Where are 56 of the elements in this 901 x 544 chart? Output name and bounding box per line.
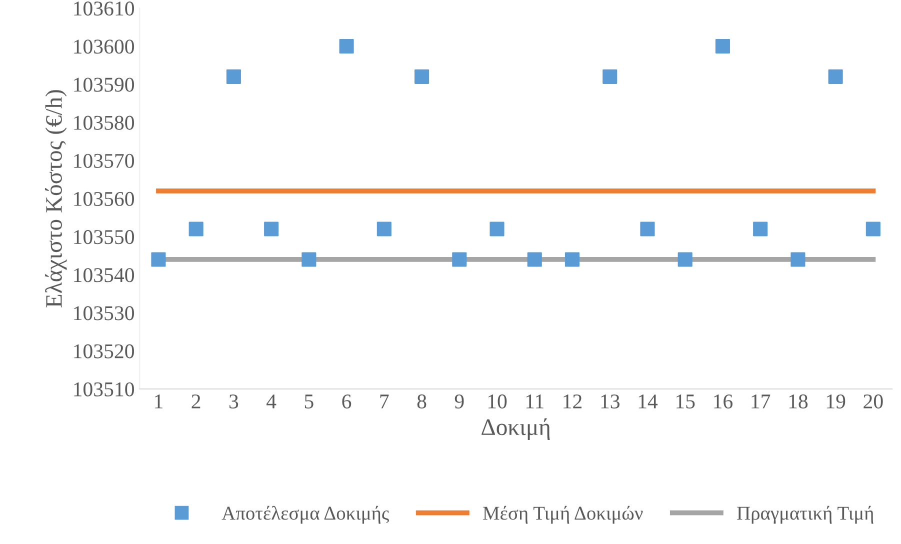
- x-tick-label: 11: [526, 394, 544, 408]
- y-axis-title: Ελάχιστο Κόστος (€/h): [45, 90, 67, 308]
- point: [188, 222, 204, 236]
- point: [490, 222, 504, 236]
- x-tick-label: 9: [454, 394, 464, 408]
- x-tick-label: 5: [304, 394, 314, 408]
- point: [715, 38, 730, 54]
- point: [151, 252, 166, 267]
- x-tick-label: 18: [789, 394, 808, 408]
- legend-label: Μέση Τιμή Δοκιμών: [483, 506, 643, 524]
- x-tick-label: 1: [155, 394, 162, 408]
- point: [414, 69, 430, 84]
- x-tick-label: 8: [417, 394, 426, 408]
- point: [226, 69, 241, 84]
- x-tick-label: 4: [266, 394, 276, 408]
- point: [376, 222, 392, 236]
- point: [866, 222, 880, 236]
- x-tick-label: 20: [864, 394, 883, 408]
- y-tick-label: 103550: [74, 230, 134, 244]
- point: [302, 252, 316, 267]
- y-tick-label: 103510: [74, 382, 134, 396]
- y-tick-label: 103530: [74, 306, 134, 320]
- legend-label: Αποτέλεσμα Δοκιμής: [222, 506, 389, 524]
- point: [753, 222, 768, 236]
- point: [828, 69, 843, 84]
- x-tick-label: 10: [488, 394, 507, 408]
- y-tick-label: 103590: [74, 78, 134, 92]
- y-tick-label: 103560: [74, 192, 134, 206]
- x-tick-label: 7: [380, 394, 389, 408]
- y-tick-label: 103570: [74, 154, 134, 168]
- y-tick-label: 103600: [74, 40, 134, 54]
- point: [602, 69, 618, 84]
- point: [790, 252, 806, 267]
- y-tick-label: 103520: [74, 344, 134, 358]
- y-tick-label: 103540: [74, 268, 134, 282]
- x-axis-title: Δοκιμή: [482, 418, 550, 440]
- x-tick-label: 16: [714, 394, 733, 408]
- point: [452, 252, 467, 267]
- x-tick-label: 15: [676, 394, 695, 408]
- y-tick-label: 103610: [74, 2, 134, 16]
- point: [640, 222, 655, 236]
- point: [339, 38, 354, 54]
- point: [678, 252, 692, 267]
- x-tick-label: 3: [229, 394, 238, 408]
- x-tick-label: 12: [564, 394, 582, 408]
- x-tick-label: 2: [192, 394, 200, 408]
- point: [264, 222, 279, 236]
- x-tick-label: 17: [752, 394, 770, 408]
- x-tick-label: 13: [601, 394, 620, 408]
- y-tick-label: 103580: [74, 116, 134, 130]
- point: [564, 252, 580, 267]
- x-tick-label: 14: [638, 394, 658, 408]
- x-tick-label: 19: [826, 394, 846, 408]
- legend-label: Πραγματική Τιμή: [737, 506, 874, 524]
- point: [527, 252, 542, 267]
- x-tick-label: 6: [342, 394, 352, 408]
